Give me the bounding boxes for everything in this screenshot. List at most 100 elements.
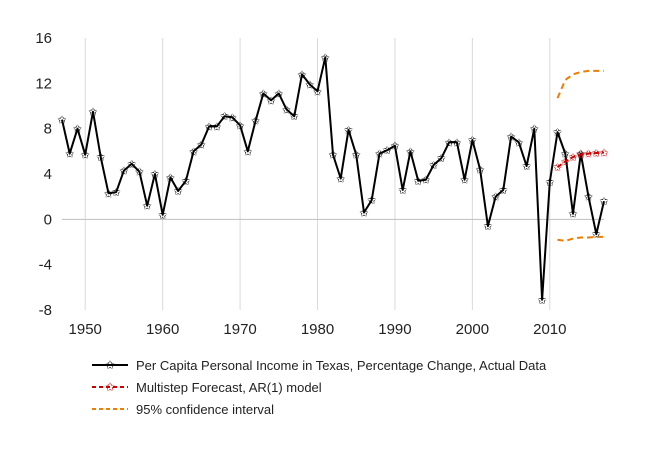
series-actual-point: ✩ <box>166 172 175 184</box>
series-actual-point: ✩ <box>437 153 446 165</box>
series-actual-point: ✩ <box>530 124 539 136</box>
legend-label-forecast: Multistep Forecast, AR(1) model <box>136 379 322 395</box>
legend: ✩ Per Capita Personal Income in Texas, P… <box>90 354 546 420</box>
x-tick-label: 1980 <box>301 321 334 338</box>
series-actual-point: ✩ <box>65 149 74 161</box>
y-tick-label: -8 <box>39 302 52 319</box>
series-actual-point: ✩ <box>568 209 577 221</box>
series-actual-point: ✩ <box>553 127 562 139</box>
y-axis-tick-labels: 16 12 8 4 0 -4 -8 <box>35 30 52 319</box>
series-actual-line <box>61 56 605 301</box>
series-actual-point: ✩ <box>421 175 430 187</box>
series-actual-point: ✩ <box>112 187 121 199</box>
legend-item-forecast: ✩ Multistep Forecast, AR(1) model <box>90 376 546 398</box>
series-actual-point: ✩ <box>491 192 500 204</box>
series-actual-point: ✩ <box>468 135 477 147</box>
series-actual-point: ✩ <box>81 150 90 162</box>
series-actual-point: ✩ <box>181 176 190 188</box>
series-forecast-point: ✩ <box>599 147 608 159</box>
series-actual-point: ✩ <box>476 164 485 176</box>
series-actual-point: ✩ <box>135 167 144 179</box>
series-actual-point: ✩ <box>522 161 531 173</box>
series-actual-point: ✩ <box>584 192 593 204</box>
series-forecast-point: ✩ <box>576 150 585 162</box>
series-actual-point: ✩ <box>429 160 438 172</box>
x-tick-label: 2000 <box>456 321 489 338</box>
y-tick-label: -4 <box>39 257 52 274</box>
series-actual-point: ✩ <box>57 115 66 127</box>
x-tick-label: 2010 <box>533 321 566 338</box>
series-actual-point: ✩ <box>483 221 492 233</box>
series-actual-point: ✩ <box>336 174 345 186</box>
legend-item-actual: ✩ Per Capita Personal Income in Texas, P… <box>90 354 546 376</box>
series-actual-point: ✩ <box>561 149 570 161</box>
series-actual-point: ✩ <box>88 107 97 119</box>
series-actual-point: ✩ <box>592 229 601 241</box>
series-actual-point: ✩ <box>328 150 337 162</box>
series-actual-point: ✩ <box>383 145 392 157</box>
series-actual-point: ✩ <box>266 95 275 107</box>
series-forecast-point: ✩ <box>553 162 562 174</box>
series-actual-point: ✩ <box>220 111 229 123</box>
series-actual-point: ✩ <box>414 176 423 188</box>
series-actual-point: ✩ <box>537 295 546 307</box>
series-ci-upper-line <box>556 69 604 99</box>
series-actual-point: ✩ <box>212 121 221 133</box>
series-actual-point: ✩ <box>243 146 252 158</box>
series-actual-point: ✩ <box>460 175 469 187</box>
series-actual-point: ✩ <box>445 137 454 149</box>
series-actual-point: ✩ <box>174 186 183 198</box>
series-actual-point: ✩ <box>259 89 268 101</box>
series-actual-point: ✩ <box>321 52 330 64</box>
series-forecast-point: ✩ <box>584 149 593 161</box>
x-tick-label: 1990 <box>378 321 411 338</box>
series-actual-point: ✩ <box>297 69 306 81</box>
series-actual-point: ✩ <box>359 208 368 220</box>
series-forecast-point: ✩ <box>568 152 577 164</box>
series-actual-point: ✩ <box>282 104 291 116</box>
series-actual-point: ✩ <box>127 159 136 171</box>
legend-swatch-forecast: ✩ <box>90 381 130 393</box>
y-tick-label: 8 <box>44 121 52 138</box>
series-actual-point: ✩ <box>205 121 214 133</box>
series-group: ✩✩✩✩✩✩✩✩✩✩✩✩✩✩✩✩✩✩✩✩✩✩✩✩✩✩✩✩✩✩✩✩✩✩✩✩✩✩✩✩… <box>57 52 608 307</box>
series-forecast-point: ✩ <box>561 157 570 169</box>
series-actual-point: ✩ <box>398 185 407 197</box>
series-actual-point: ✩ <box>189 146 198 158</box>
legend-item-confidence: 95% confidence interval <box>90 398 546 420</box>
series-actual-point: ✩ <box>344 125 353 137</box>
legend-label-actual: Per Capita Personal Income in Texas, Per… <box>136 357 547 373</box>
series-actual-point: ✩ <box>406 146 415 158</box>
series-actual-point: ✩ <box>143 201 152 213</box>
series-actual-point: ✩ <box>545 177 554 189</box>
series-actual-point: ✩ <box>599 196 608 208</box>
y-tick-label: 0 <box>44 211 52 228</box>
series-forecast-point: ✩ <box>592 148 601 160</box>
series-actual-point: ✩ <box>313 86 322 98</box>
y-tick-label: 12 <box>35 75 52 92</box>
series-actual-point: ✩ <box>390 141 399 153</box>
series-actual-point: ✩ <box>197 140 206 152</box>
x-tick-label: 1950 <box>69 321 102 338</box>
series-ci-lower-line <box>557 235 604 242</box>
series-actual-point: ✩ <box>235 120 244 132</box>
legend-swatch-confidence <box>90 403 130 415</box>
series-actual-point: ✩ <box>104 188 113 200</box>
series-forecast-line <box>556 151 605 169</box>
grid-lines <box>84 38 551 310</box>
series-actual-point: ✩ <box>119 166 128 178</box>
series-actual-point: ✩ <box>73 124 82 136</box>
y-tick-label: 16 <box>35 30 52 47</box>
series-actual-point: ✩ <box>158 210 167 222</box>
series-actual-point: ✩ <box>375 149 384 161</box>
series-actual-point: ✩ <box>251 116 260 128</box>
series-actual-point: ✩ <box>305 79 314 91</box>
y-tick-label: 4 <box>44 166 52 183</box>
series-actual-point: ✩ <box>228 112 237 124</box>
series-actual-point: ✩ <box>367 195 376 207</box>
legend-label-confidence: 95% confidence interval <box>136 401 275 417</box>
x-axis-tick-labels: 1950 1960 1970 1980 1990 2000 2010 <box>69 321 567 338</box>
x-tick-label: 1960 <box>146 321 179 338</box>
series-actual-point: ✩ <box>274 89 283 101</box>
